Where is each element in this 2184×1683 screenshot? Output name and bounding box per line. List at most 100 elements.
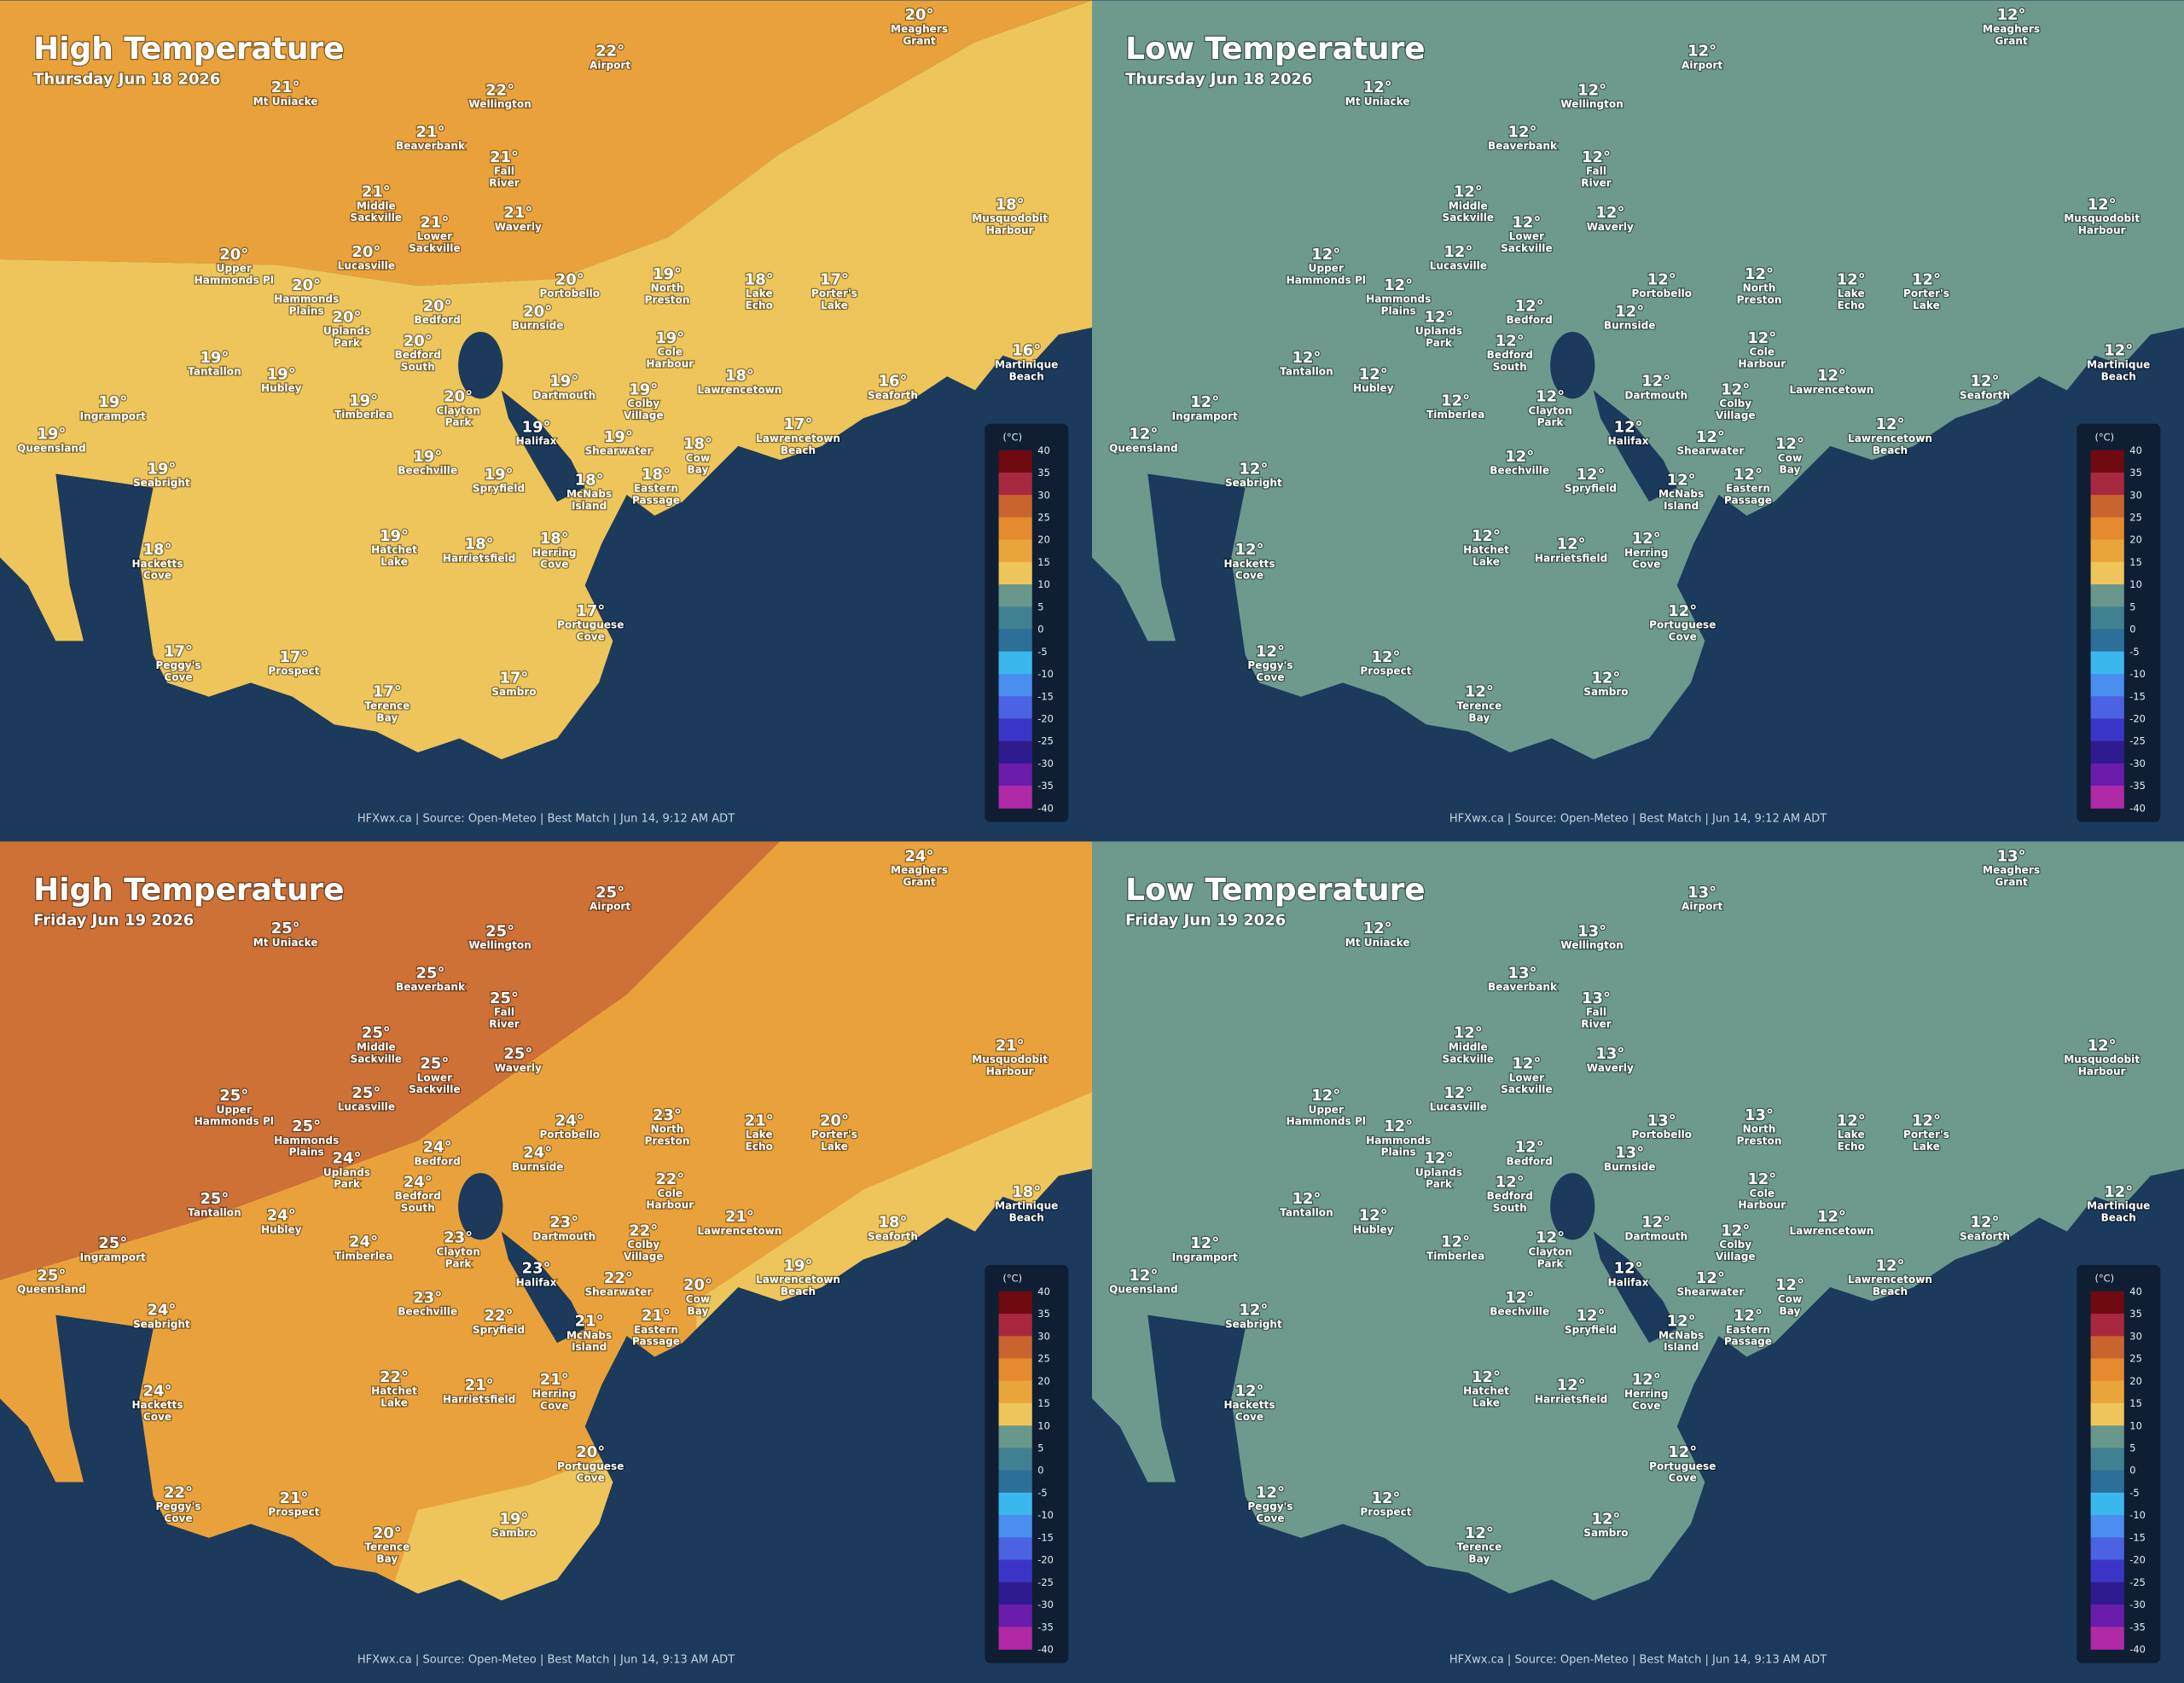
legend-tick: -15 — [2129, 690, 2146, 702]
temperature: 12° — [1190, 1234, 1219, 1252]
place-name: Burnside — [512, 320, 564, 332]
temperature: 12° — [1235, 1382, 1264, 1400]
place-name: Passage — [1724, 495, 1772, 507]
place-name: Hacketts — [131, 1399, 183, 1411]
place-name: Peggy's — [1247, 659, 1292, 671]
place-name: Lower — [417, 230, 452, 242]
place-name: Musquodobit — [972, 1053, 1048, 1065]
temperature: 20° — [351, 243, 380, 261]
temperature: 17° — [373, 683, 402, 701]
place-name: Harrietsfield — [443, 1393, 515, 1405]
place-name: Herring — [532, 1388, 577, 1400]
temperature: 21° — [280, 1489, 309, 1507]
panel-title: Low Temperature — [1125, 32, 1425, 67]
temperature: 20° — [373, 1524, 402, 1542]
place-name: Clayton — [1528, 1245, 1571, 1257]
legend-tick: 20 — [1037, 1375, 1050, 1387]
temperature: 12° — [1372, 1489, 1401, 1507]
temperature: 17° — [499, 669, 528, 687]
place-name: Dartmouth — [1624, 389, 1687, 401]
temperature: 12° — [1775, 1276, 1804, 1294]
legend-swatch — [998, 740, 1032, 764]
temperature: 24° — [404, 1173, 433, 1191]
temperature: 19° — [147, 460, 176, 478]
temperature: 12° — [1614, 1260, 1643, 1278]
legend-tick: 10 — [2129, 1419, 2142, 1431]
place-name: Mt Uniacke — [1345, 96, 1410, 107]
place-name: Bay — [376, 711, 398, 723]
legend-tick: -5 — [2129, 646, 2139, 658]
legend-tick: -25 — [1037, 1576, 1054, 1588]
temperature: 13° — [1615, 1144, 1644, 1162]
place-name: Lawrencetown — [756, 1274, 840, 1285]
temperature: 24° — [555, 1112, 584, 1130]
temperature: 12° — [1472, 527, 1501, 545]
temperature: 12° — [1363, 78, 1392, 96]
place-name: Meaghers — [891, 864, 948, 876]
bedford-basin — [1550, 331, 1595, 399]
place-name: Timberlea — [334, 409, 392, 421]
temperature: 21° — [642, 1307, 671, 1325]
legend-tick: -40 — [1037, 1644, 1054, 1656]
legend-swatch — [998, 584, 1032, 607]
place-name: Mt Uniacke — [253, 96, 318, 107]
bedford-basin — [458, 331, 503, 399]
place-name: Hammonds — [274, 1135, 339, 1146]
panel-title: Low Temperature — [1125, 873, 1425, 908]
place-name: Island — [1664, 1341, 1699, 1353]
place-name: Park — [334, 337, 361, 349]
place-name: Sackville — [1501, 242, 1553, 254]
temperature: 12° — [1311, 1087, 1340, 1105]
place-name: Prospect — [1360, 665, 1411, 677]
legend-tick: 40 — [1037, 444, 1050, 456]
place-name: Musquodobit — [2064, 212, 2140, 224]
temperature: 12° — [1425, 309, 1454, 327]
legend-tick: 10 — [2129, 578, 2142, 590]
place-name: Halifax — [1608, 435, 1649, 447]
place-name: Dartmouth — [532, 389, 595, 401]
temperature: 12° — [1190, 393, 1219, 411]
temperature: 12° — [1454, 183, 1483, 201]
place-name: Bedford — [415, 314, 461, 326]
legend-swatch — [998, 1402, 1032, 1426]
temperature: 24° — [523, 1144, 552, 1162]
temperature: 18° — [725, 367, 754, 385]
place-name: River — [1581, 1018, 1612, 1030]
place-name: Meaghers — [1983, 864, 2040, 876]
temperature: 12° — [1441, 1233, 1470, 1251]
place-name: Portobello — [539, 1129, 600, 1140]
legend-swatch — [998, 1448, 1032, 1471]
place-name: Lawrencetown — [1848, 432, 1932, 444]
legend-swatch — [998, 606, 1032, 630]
place-name: Martinique — [2087, 1200, 2150, 1212]
temperature: 18° — [575, 472, 604, 490]
legend-swatch — [2090, 1358, 2124, 1382]
temperature: 12° — [1239, 460, 1268, 478]
temperature: 12° — [1472, 1368, 1501, 1386]
place-name: Waverly — [495, 221, 542, 233]
temperature: 19° — [653, 265, 682, 283]
place-name: Sackville — [409, 1083, 461, 1095]
place-name: Lawrencetown — [1848, 1274, 1932, 1285]
temperature: 12° — [1668, 602, 1697, 620]
temperature: 19° — [200, 349, 229, 367]
place-name: Seaforth — [868, 389, 918, 401]
temperature: 23° — [549, 1214, 578, 1232]
temperature: 18° — [143, 541, 172, 559]
place-name: Bedford — [1487, 1190, 1533, 1202]
place-name: Ingramport — [80, 1251, 146, 1263]
place-name: Echo — [746, 1140, 773, 1152]
temperature: 13° — [1582, 989, 1611, 1007]
temperature: 20° — [423, 297, 452, 315]
legend-swatch — [998, 651, 1032, 675]
legend-swatch — [2090, 517, 2124, 541]
place-name: Uplands — [1415, 1166, 1462, 1178]
legend-swatch — [2090, 495, 2124, 518]
temperature: 25° — [292, 1117, 321, 1135]
legend-swatch — [998, 1314, 1032, 1337]
legend-swatch — [998, 495, 1032, 518]
place-name: Hammonds Pl — [195, 275, 274, 287]
place-name: Fall — [1586, 1007, 1606, 1019]
temperature: 20° — [576, 1443, 605, 1461]
place-name: Seabright — [1225, 477, 1282, 489]
